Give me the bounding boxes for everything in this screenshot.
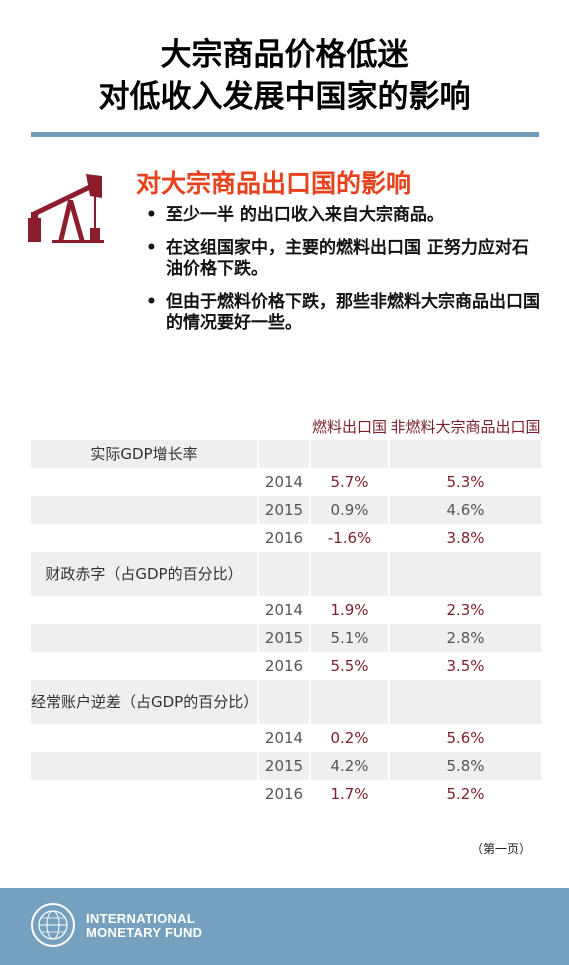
fuel-cell: 5.5% — [330, 657, 369, 675]
table-header-row: 燃料出口国 非燃料大宗商品出口国 — [31, 394, 541, 440]
fuel-cell: -1.6% — [327, 529, 372, 547]
nonfuel-cell: 3.8% — [446, 529, 485, 547]
fuel-cell: 4.2% — [311, 752, 388, 780]
table-group-row: 财政赤字（占GDP的百分比） — [31, 552, 541, 596]
year-cell: 2015 — [259, 752, 309, 780]
fuel-cell: 0.9% — [311, 496, 388, 524]
table-row: 2015 4.2% 5.8% — [31, 752, 541, 780]
fuel-cell: 5.7% — [330, 473, 369, 491]
year-cell: 2014 — [264, 601, 304, 619]
data-table: 燃料出口国 非燃料大宗商品出口国 实际GDP增长率 2014 5.7% 5.3%… — [31, 394, 541, 808]
table-row: 2014 5.7% 5.3% — [31, 468, 541, 496]
nonfuel-cell: 4.6% — [390, 496, 541, 524]
bullet-item: 但由于燃料价格下跌，那些非燃料大宗商品出口国的情况要好一些。 — [146, 292, 541, 334]
table-row: 2015 5.1% 2.8% — [31, 624, 541, 652]
table-row: 2014 1.9% 2.3% — [31, 596, 541, 624]
nonfuel-cell: 5.2% — [446, 785, 485, 803]
nonfuel-cell: 5.8% — [390, 752, 541, 780]
imf-name-line-2: MONETARY FUND — [86, 925, 203, 940]
table-row: 2014 0.2% 5.6% — [31, 724, 541, 752]
column-header-fuel: 燃料出口国 — [311, 418, 387, 436]
year-cell: 2014 — [264, 729, 304, 747]
footer-bar — [0, 888, 569, 965]
group-label: 财政赤字（占GDP的百分比） — [31, 552, 257, 596]
fuel-cell: 1.9% — [330, 601, 369, 619]
group-label: 实际GDP增长率 — [31, 440, 257, 468]
table-row: 2016 1.7% 5.2% — [31, 780, 541, 808]
fuel-cell: 0.2% — [330, 729, 369, 747]
bullet-item: 在这组国家中，主要的燃料出口国 正努力应对石油价格下跌。 — [146, 238, 541, 280]
imf-logo-text: INTERNATIONAL MONETARY FUND — [86, 912, 202, 940]
year-cell: 2016 — [264, 657, 304, 675]
imf-name-line-1: INTERNATIONAL — [86, 911, 196, 926]
column-header-nonfuel: 非燃料大宗商品出口国 — [390, 418, 541, 436]
year-cell: 2015 — [259, 624, 309, 652]
table-row: 2016 5.5% 3.5% — [31, 652, 541, 680]
table-group-row: 经常账户逆差（占GDP的百分比） — [31, 680, 541, 724]
table-group-row: 实际GDP增长率 — [31, 440, 541, 468]
nonfuel-cell: 2.3% — [446, 601, 485, 619]
nonfuel-cell: 3.5% — [446, 657, 485, 675]
imf-seal-icon — [31, 903, 75, 947]
title-divider — [31, 132, 539, 137]
bullet-item: 至少一半 的出口收入来自大宗商品。 — [146, 205, 541, 226]
oil-pump-icon — [28, 174, 104, 243]
year-cell: 2016 — [264, 785, 304, 803]
title-line-2: 对低收入发展中国家的影响 — [98, 79, 471, 115]
nonfuel-cell: 5.6% — [446, 729, 485, 747]
page-footnote: （第一页） — [470, 842, 531, 856]
fuel-cell: 5.1% — [311, 624, 388, 652]
nonfuel-cell: 2.8% — [390, 624, 541, 652]
title-line-1: 大宗商品价格低迷 — [160, 37, 409, 73]
year-cell: 2015 — [259, 496, 309, 524]
group-label: 经常账户逆差（占GDP的百分比） — [31, 680, 258, 724]
year-cell: 2016 — [264, 529, 304, 547]
page-title: 大宗商品价格低迷 对低收入发展中国家的影响 — [0, 34, 569, 118]
bullet-list: 至少一半 的出口收入来自大宗商品。 在这组国家中，主要的燃料出口国 正努力应对石… — [146, 205, 541, 346]
section-heading: 对大宗商品出口国的影响 — [136, 169, 412, 198]
table-row: 2015 0.9% 4.6% — [31, 496, 541, 524]
nonfuel-cell: 5.3% — [446, 473, 485, 491]
year-cell: 2014 — [264, 473, 304, 491]
table-row: 2016 -1.6% 3.8% — [31, 524, 541, 552]
fuel-cell: 1.7% — [330, 785, 369, 803]
